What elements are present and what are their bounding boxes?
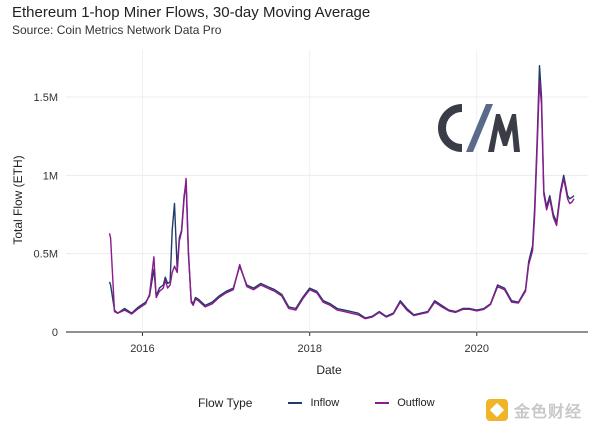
coin-metrics-logo — [436, 102, 524, 159]
y-axis-ticks: 0 0.5M 1M 1.5M — [34, 92, 58, 339]
legend-label-outflow: Outflow — [397, 397, 435, 409]
y-tick-label: 0.5M — [34, 249, 58, 261]
legend-item-inflow: Inflow — [288, 397, 339, 409]
x-tick-label: 2018 — [297, 343, 321, 355]
legend-item-outflow: Outflow — [375, 397, 435, 409]
cm-logo-icon — [438, 104, 520, 152]
watermark-icon — [486, 399, 508, 421]
x-axis-title: Date — [316, 363, 342, 377]
y-axis-title: Total Flow (ETH) — [11, 155, 25, 244]
legend-label-inflow: Inflow — [310, 397, 340, 409]
watermark-text: 金色财经 — [514, 404, 583, 421]
y-tick-label: 0 — [52, 327, 58, 339]
series-line-inflow — [108, 64, 575, 319]
legend-title: Flow Type — [198, 396, 253, 410]
series-lines — [108, 64, 575, 320]
chart-subtitle: Source: Coin Metrics Network Data Pro — [12, 23, 222, 37]
watermark: 金色财经 — [486, 398, 582, 422]
legend: Flow Type Inflow Outflow — [198, 396, 471, 410]
y-tick-label: 1.5M — [34, 92, 58, 104]
y-tick-label: 1M — [43, 170, 58, 182]
legend-swatch-inflow — [288, 402, 303, 404]
legend-swatch-outflow — [375, 402, 390, 404]
x-tick-label: 2016 — [130, 343, 154, 355]
x-axis-ticks: 2016 2018 2020 — [130, 332, 489, 355]
chart-title: Ethereum 1-hop Miner Flows, 30-day Movin… — [12, 4, 371, 21]
x-tick-label: 2020 — [465, 343, 489, 355]
series-line-outflow — [108, 80, 575, 320]
grid-lines — [66, 50, 588, 333]
